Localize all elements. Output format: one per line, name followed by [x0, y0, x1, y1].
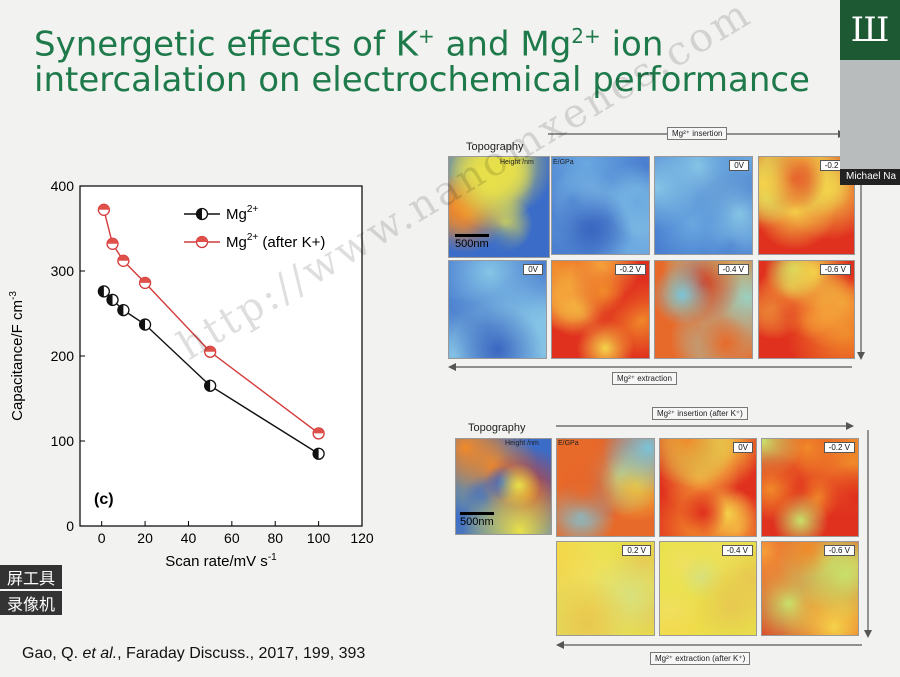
- topography-label: Topography: [466, 141, 524, 153]
- y-tick-label: 200: [51, 348, 75, 364]
- map-b-row1-1: -0.2 V: [761, 438, 859, 537]
- plot-frame: [79, 185, 363, 527]
- panel-label: (c): [94, 491, 114, 508]
- title-line-1: Synergetic effects of K+ and Mg2+ ion: [34, 24, 664, 65]
- y-axis-label: Capacitance/F cm-3: [8, 291, 26, 421]
- topography-map: [448, 156, 550, 258]
- insertion-arrow-2: [556, 422, 854, 430]
- x-tick-label: 40: [181, 530, 197, 546]
- data-point-fill: [204, 346, 216, 352]
- legend-marker-fill-0: [196, 208, 202, 220]
- y-tick-label: 400: [51, 178, 75, 194]
- data-point-fill: [98, 204, 110, 210]
- legend-label-1: Mg2+ (after K+): [226, 232, 325, 251]
- map-b-row2-0: 0.2 V: [556, 541, 655, 636]
- data-point-fill: [107, 294, 113, 306]
- modulus-label-2: E/GPa: [558, 440, 579, 447]
- height-label: Height /nm: [500, 159, 534, 166]
- map-row1-1: -0.2 V: [758, 156, 855, 255]
- x-tick-label: 80: [267, 530, 283, 546]
- scalebar: 500nm: [455, 234, 489, 250]
- extraction-arrow-2: [556, 641, 862, 649]
- map-b-row2-1: -0.4 V: [659, 541, 757, 636]
- data-point-fill: [313, 427, 325, 434]
- recorder-logo: 屏工具 录像机: [0, 565, 70, 615]
- data-point-fill: [117, 255, 129, 261]
- map-row2-1: -0.2 V: [551, 260, 650, 359]
- data-point-fill: [139, 319, 146, 331]
- extraction-label: Mg²⁺ extraction: [612, 372, 677, 385]
- x-axis-label: Scan rate/mV s-1: [165, 552, 277, 570]
- webcam-overlay: Ш Michael Na: [840, 0, 900, 185]
- x-tick-label: 20: [137, 530, 153, 546]
- x-tick-label: 0: [98, 530, 106, 546]
- map-row2-2: -0.4 V: [654, 260, 753, 359]
- participant-name: Michael Na: [840, 169, 900, 185]
- slide-title: Synergetic effects of K+ and Mg2+ ion in…: [34, 18, 810, 98]
- data-point-fill: [139, 277, 151, 283]
- map-row2-0: 0V: [448, 260, 547, 359]
- capacitance-chart: 0 20 40 60 80 100 120 0 100 200 300 400 Scan rate/mV…: [8, 178, 374, 570]
- extraction-arrow: [448, 363, 852, 371]
- data-point-fill: [98, 285, 104, 297]
- x-tick-label: 60: [224, 530, 240, 546]
- map-b-row1-0: 0V: [659, 438, 757, 537]
- down-arrow-2: [864, 430, 872, 638]
- modulus-map-0v: [551, 156, 650, 255]
- extraction-label-2: Mg²⁺ extraction (after K⁺): [650, 652, 751, 665]
- height-label-2: Height /nm: [505, 440, 539, 447]
- y-tick-label: 100: [51, 433, 75, 449]
- data-point-fill: [313, 448, 319, 460]
- data-point-fill: [117, 304, 124, 316]
- university-logo-icon: Ш: [840, 0, 900, 60]
- legend-marker-fill-1: [196, 236, 208, 242]
- modulus-label: E/GPa: [553, 159, 574, 166]
- x-tick-label: 100: [307, 530, 331, 546]
- citation: Gao, Q. et al., Faraday Discuss., 2017, …: [22, 645, 366, 662]
- y-tick-label: 0: [66, 518, 74, 534]
- y-tick-label: 300: [51, 263, 75, 279]
- map-b-row2-2: -0.6 V: [761, 541, 859, 636]
- topography-label-2: Topography: [468, 422, 526, 434]
- map-row2-3: -0.6 V: [758, 260, 855, 359]
- title-line-2: intercalation on electrochemical perform…: [34, 60, 810, 101]
- topography-map-2: [455, 438, 552, 535]
- data-point-fill: [107, 238, 119, 244]
- modulus-map-0v-2: [556, 438, 655, 537]
- insertion-label: Mg²⁺ insertion: [667, 127, 728, 140]
- map-row1-0: 0V: [654, 156, 753, 255]
- scalebar-2: 500nm: [460, 512, 494, 528]
- data-point-fill: [204, 380, 211, 392]
- insertion-label-2: Mg²⁺ insertion (after K⁺): [652, 407, 748, 420]
- x-tick-label: 120: [350, 530, 374, 546]
